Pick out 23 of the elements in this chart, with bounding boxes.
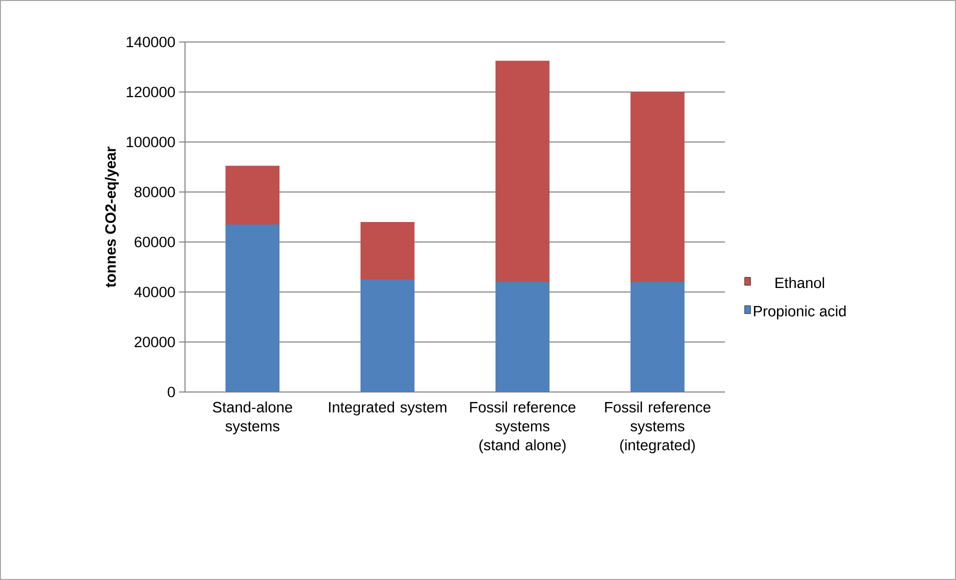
y-tick-label: 20000 [134,336,175,348]
y-tick-label: 140000 [126,36,175,48]
x-tick-label: Fossil reference systems (stand alone) [470,402,576,454]
bar [630,92,685,282]
y-tick-label: 80000 [134,186,175,198]
bar [496,282,550,392]
x-tick-label: Stand-alone systems [212,402,292,434]
y-axis-title: tonnes CO2-eq/year [104,146,119,288]
bar [226,166,280,224]
y-tick-label: 40000 [134,286,175,298]
bar [496,60,550,282]
y-tick-label: 60000 [134,236,175,248]
bar [630,282,685,392]
y-tick-label: 100000 [126,136,175,148]
y-tick-label: 0 [168,386,175,398]
x-tick-label: Fossil reference systems (integrated) [605,402,710,454]
y-tick-label: 120000 [126,86,175,98]
bar [226,224,280,392]
bar [360,279,415,392]
bar [360,222,415,280]
legend-label: Ethanol [776,277,824,288]
legend-label: Propionic acid [754,305,846,320]
x-tick-label: Integrated system [329,402,446,416]
